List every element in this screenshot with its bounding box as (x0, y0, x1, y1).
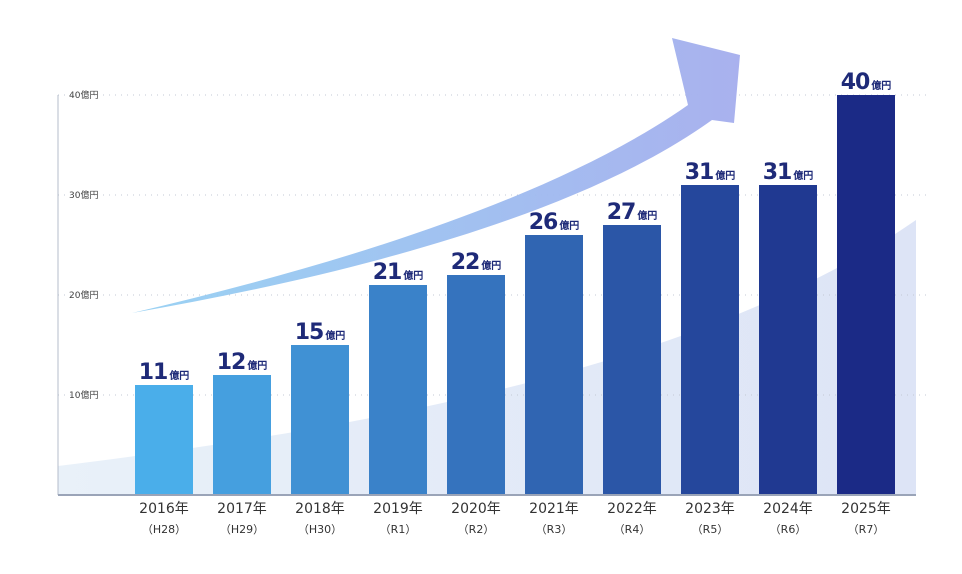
x-tick-sublabel: （H28） (142, 523, 186, 536)
bar-2019年 (369, 285, 427, 495)
bar-2024年 (759, 185, 817, 495)
x-tick-sublabel: （H30） (298, 523, 342, 536)
x-tick-sublabel: （R1） (380, 523, 417, 536)
x-tick-sublabel: （R6） (770, 523, 807, 536)
x-tick-label: 2024年 (763, 501, 813, 517)
x-tick-label: 2023年 (685, 501, 735, 517)
data-label: 12 億円 (217, 350, 268, 375)
bar-2017年 (213, 375, 271, 495)
data-label: 21 億円 (373, 260, 424, 285)
y-gridlines: 10億円 20億円 30億円 40億円 (58, 89, 926, 401)
x-tick-label: 2020年 (451, 501, 501, 517)
data-label: 31 億円 (685, 160, 736, 185)
x-tick-label: 2021年 (529, 501, 579, 517)
data-label: 11 億円 (139, 360, 190, 385)
x-axis-labels: 2016年 （H28） 2017年 （H29） 2018年 （H30） 2019年 （R1） 2… (139, 501, 891, 536)
bar-2018年 (291, 345, 349, 495)
x-tick-sublabel: （R4） (614, 523, 651, 536)
data-label: 22 億円 (451, 250, 502, 275)
x-tick-sublabel: （R3） (536, 523, 573, 536)
x-tick-sublabel: （R5） (692, 523, 729, 536)
bar-2016年 (135, 385, 193, 495)
y-tick-label: 40億円 (69, 89, 98, 101)
bar-2020年 (447, 275, 505, 495)
x-tick-sublabel: （R7） (848, 523, 885, 536)
bar-2022年 (603, 225, 661, 495)
y-tick-label: 10億円 (69, 389, 98, 401)
x-tick-label: 2018年 (295, 501, 345, 517)
data-label: 27 億円 (607, 200, 658, 225)
bar-2021年 (525, 235, 583, 495)
x-tick-sublabel: （R2） (458, 523, 495, 536)
bar-2023年 (681, 185, 739, 495)
data-label: 15 億円 (295, 320, 346, 345)
x-tick-label: 2016年 (139, 501, 189, 517)
x-tick-label: 2017年 (217, 501, 267, 517)
x-tick-label: 2022年 (607, 501, 657, 517)
x-tick-label: 2025年 (841, 501, 891, 517)
bar-2025年 (837, 95, 895, 495)
x-tick-sublabel: （H29） (220, 523, 264, 536)
growth-arrow (132, 38, 740, 313)
data-label: 26 億円 (529, 210, 580, 235)
x-tick-label: 2019年 (373, 501, 423, 517)
data-label: 31 億円 (763, 160, 814, 185)
y-tick-label: 20億円 (69, 289, 98, 301)
bar-series: 11 億円 12 億円 15 億円 21 億円 22 億円 26 億円 27 億円 31 億円 31 億円 40 億円 (135, 70, 895, 495)
data-label: 40 億円 (841, 70, 892, 95)
y-tick-label: 30億円 (69, 189, 98, 201)
